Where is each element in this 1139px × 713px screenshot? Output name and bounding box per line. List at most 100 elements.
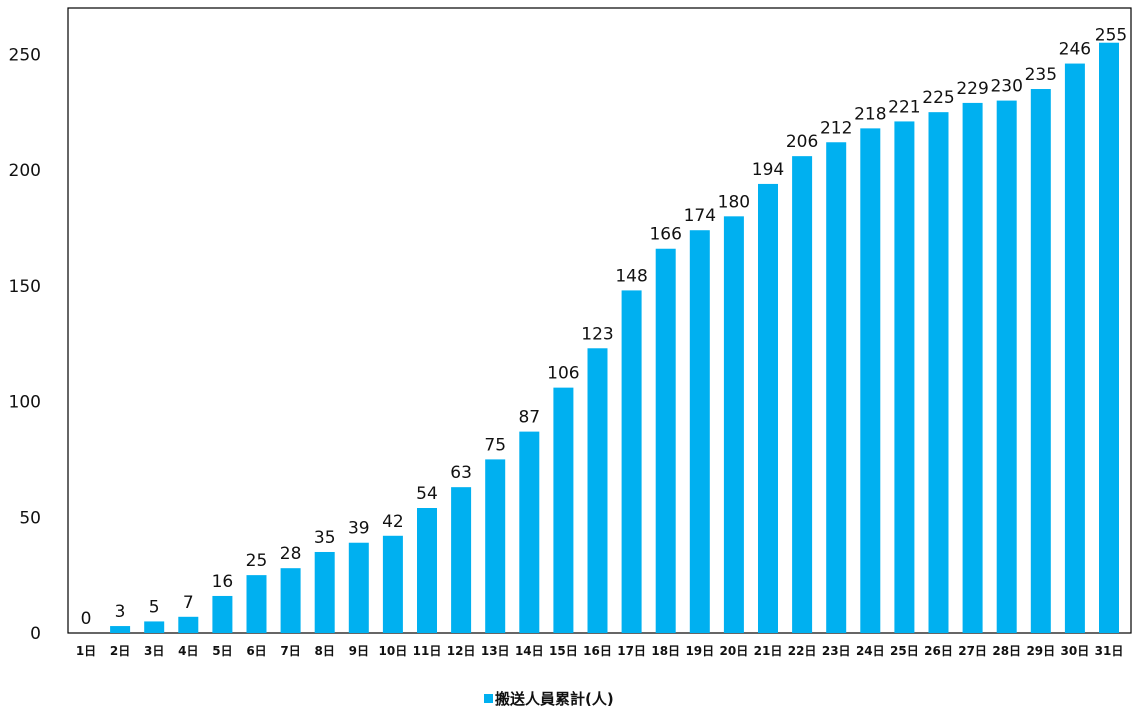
x-tick-label: 13日 [481,644,510,658]
data-label-23日: 212 [820,118,852,138]
x-tick-label: 7日 [280,644,300,658]
data-label-17日: 148 [615,266,647,286]
data-label-4日: 7 [183,593,194,613]
x-tick-label: 9日 [349,644,369,658]
y-tick-label: 50 [19,508,41,528]
bar-28日 [996,100,1017,634]
x-tick-label: 5日 [212,644,232,658]
bar-14日 [519,431,540,633]
data-label-24日: 218 [854,104,886,124]
bar-16日 [587,348,608,633]
y-axis: 0 50 100 150 200 250 [9,45,41,644]
x-tick-label: 3日 [144,644,164,658]
data-label-16日: 123 [581,324,613,344]
data-label-5日: 16 [212,572,234,592]
data-label-12日: 63 [450,463,472,483]
bar-26日 [928,112,949,634]
bar-31日 [1099,42,1119,634]
bars-layer [110,42,1119,634]
data-label-18日: 166 [649,225,681,245]
x-tick-label: 28日 [992,644,1021,658]
x-axis: 1日 2日 3日 4日 5日 6日 7日 8日 9日 10日 11日 12日 13日 14日 15日 16日 1… [76,644,1124,658]
x-tick-label: 24日 [856,644,885,658]
bar-30日 [1064,63,1085,634]
bar-9日 [348,542,369,633]
bar-17日 [621,290,642,633]
data-label-25日: 221 [888,97,920,117]
bar-21日 [758,183,778,633]
bar-7日 [280,568,301,633]
data-label-8日: 35 [314,528,336,548]
x-tick-label: 4日 [178,644,198,658]
data-label-22日: 206 [786,132,818,152]
x-tick-label: 21日 [754,644,783,658]
data-label-28日: 230 [990,77,1022,97]
data-label-20日: 180 [718,192,750,212]
data-label-14日: 87 [518,408,540,428]
bar-8日 [314,551,335,633]
data-label-6日: 25 [246,551,268,571]
x-tick-label: 19日 [685,644,714,658]
legend-swatch [484,694,493,703]
bar-25日 [894,121,915,634]
data-label-10日: 42 [382,512,404,532]
x-tick-label: 30日 [1061,644,1090,658]
bar-20日 [723,216,744,633]
bar-4日 [178,616,199,633]
x-tick-label: 20日 [720,644,749,658]
bar-24日 [860,128,881,633]
bar-23日 [826,142,847,633]
bar-12日 [451,487,472,633]
bar-2日 [110,626,131,633]
y-tick-label: 200 [9,161,41,181]
x-tick-label: 26日 [924,644,953,658]
x-tick-label: 15日 [549,644,578,658]
x-tick-label: 8日 [315,644,335,658]
data-label-29日: 235 [1025,65,1057,85]
x-tick-label: 12日 [447,644,476,658]
x-tick-label: 2日 [110,644,130,658]
x-tick-label: 25日 [890,644,919,658]
data-label-2日: 3 [115,602,126,622]
data-label-15日: 106 [547,364,579,384]
data-label-26日: 225 [922,88,954,108]
data-label-7日: 28 [280,544,302,564]
data-label-19日: 174 [684,206,716,226]
bar-15日 [553,387,574,633]
bar-19日 [689,230,710,633]
data-label-30日: 246 [1059,40,1091,60]
x-tick-label: 27日 [958,644,987,658]
bar-6日 [246,575,267,633]
data-label-11日: 54 [416,484,438,504]
data-label-9日: 39 [348,519,370,539]
bar-27日 [962,102,983,633]
x-tick-label: 29日 [1026,644,1055,658]
bar-18日 [655,248,676,634]
bar-10日 [382,535,403,633]
legend: 搬送人員累計(人) [484,690,614,708]
y-tick-label: 0 [30,624,41,644]
x-tick-label: 10日 [379,644,408,658]
x-tick-label: 31日 [1095,644,1124,658]
bar-13日 [485,459,506,633]
data-label-21日: 194 [752,160,784,180]
x-tick-label: 17日 [617,644,646,658]
data-label-13日: 75 [484,435,506,455]
y-tick-label: 250 [9,45,41,65]
x-tick-label: 23日 [822,644,851,658]
x-tick-label: 6日 [246,644,266,658]
bar-11日 [417,508,437,633]
data-label-1日: 0 [81,609,92,629]
x-tick-label: 22日 [788,644,817,658]
bar-5日 [212,595,233,633]
data-label-31日: 255 [1095,26,1127,46]
x-tick-label: 1日 [76,644,96,658]
bar-3日 [144,621,165,633]
bar-29日 [1030,89,1051,633]
legend-label: 搬送人員累計(人) [495,690,614,708]
x-tick-label: 11日 [413,644,442,658]
x-tick-label: 18日 [651,644,680,658]
